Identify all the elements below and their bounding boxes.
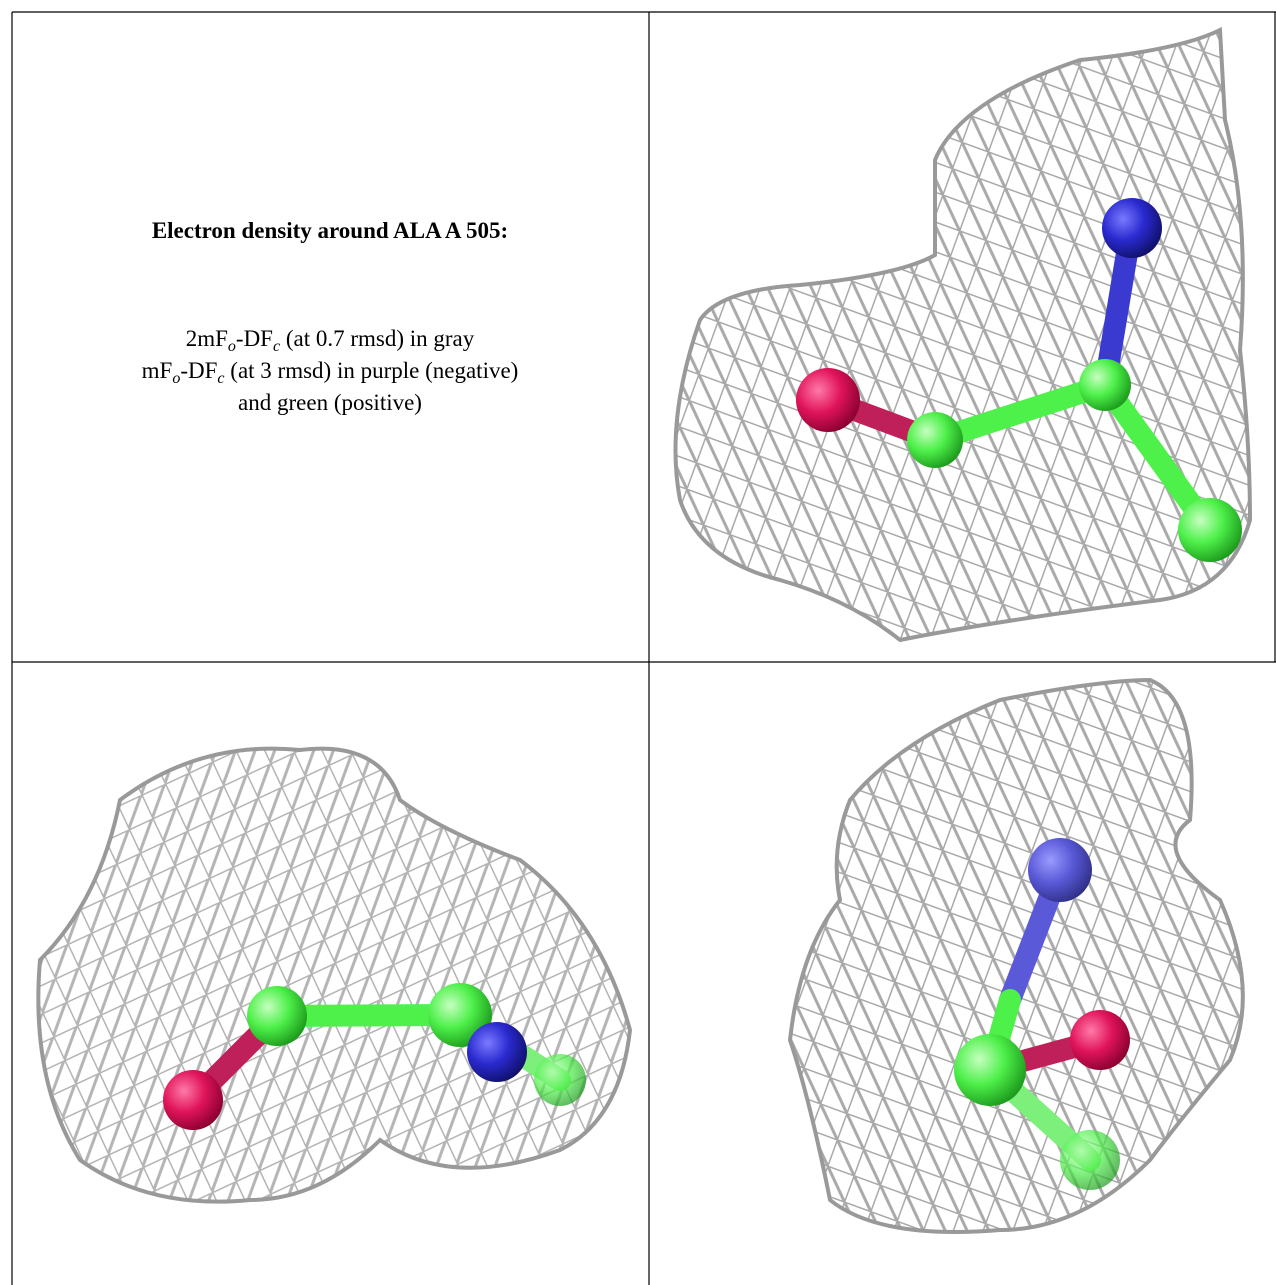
legend-line: 2mFo-DFc (at 0.7 rmsd) in gray	[186, 326, 475, 355]
subscript: o	[228, 338, 236, 355]
subscript: c	[273, 338, 280, 355]
figure: Electron density around ALA A 505: 2mFo-…	[0, 0, 1276, 1285]
legend-line: mFo-DFc (at 3 rmsd) in purple (negative)	[142, 358, 519, 387]
atom	[1070, 1010, 1130, 1070]
atom	[467, 1022, 527, 1082]
title: Electron density around ALA A 505:	[152, 218, 508, 243]
page: {"title": "Electron density around ALA A…	[0, 0, 1276, 1285]
legend-text: -DF	[180, 358, 217, 383]
atom	[1079, 359, 1131, 411]
atom	[1028, 838, 1092, 902]
legend-text: and green (positive)	[238, 390, 422, 415]
subscript: c	[217, 370, 224, 387]
density-view-1	[676, 30, 1251, 640]
mesh	[676, 30, 1251, 640]
atom	[247, 986, 307, 1046]
density-view-2	[38, 749, 630, 1202]
atom	[796, 368, 860, 432]
atom	[1060, 1130, 1120, 1190]
density-view-3	[790, 680, 1243, 1232]
atom	[954, 1034, 1026, 1106]
mesh	[38, 749, 630, 1202]
legend-line: and green (positive)	[238, 390, 422, 415]
atom	[534, 1054, 586, 1106]
subscript: o	[172, 370, 180, 387]
legend-text: -DF	[236, 326, 273, 351]
atom	[1102, 198, 1162, 258]
atom	[1178, 498, 1242, 562]
legend-text: mF	[142, 358, 173, 383]
legend-text: (at 0.7 rmsd) in gray	[280, 326, 475, 351]
legend-text: (at 3 rmsd) in purple (negative)	[225, 358, 519, 383]
atom	[163, 1070, 223, 1130]
legend-text: 2mF	[186, 326, 228, 351]
atom	[907, 412, 963, 468]
